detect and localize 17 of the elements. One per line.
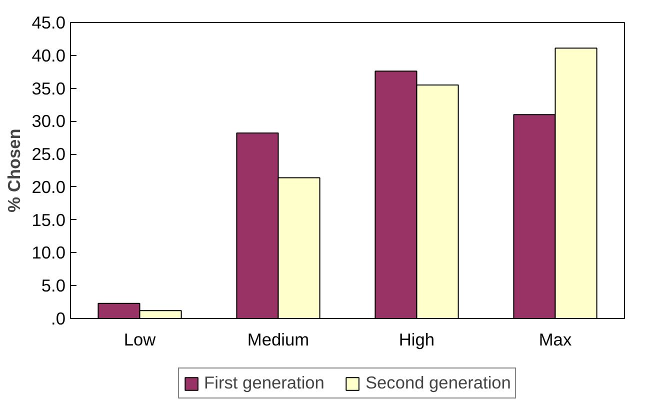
y-tick-label: .0 [51, 308, 66, 328]
y-tick-label: 10.0 [32, 242, 66, 263]
y-tick-label: 40.0 [32, 45, 66, 66]
x-tick-label: Max [538, 330, 572, 350]
y-tick-label: 15.0 [32, 210, 66, 230]
y-tick-label: 30.0 [32, 111, 66, 132]
y-tick-label: 20.0 [32, 176, 66, 197]
y-tick-label: 35.0 [32, 78, 66, 98]
legend-label: Second generation [365, 372, 511, 394]
x-tick-label: Medium [247, 330, 310, 350]
x-tick-label: Low [124, 330, 156, 350]
y-tick-label: 45.0 [32, 12, 66, 32]
y-tick-label: 25.0 [32, 144, 66, 164]
y-tick-label: 5.0 [41, 276, 66, 296]
x-tick-label: High [398, 330, 435, 350]
y-axis-title: % Chosen [4, 128, 24, 212]
legend-label: First generation [204, 372, 324, 394]
